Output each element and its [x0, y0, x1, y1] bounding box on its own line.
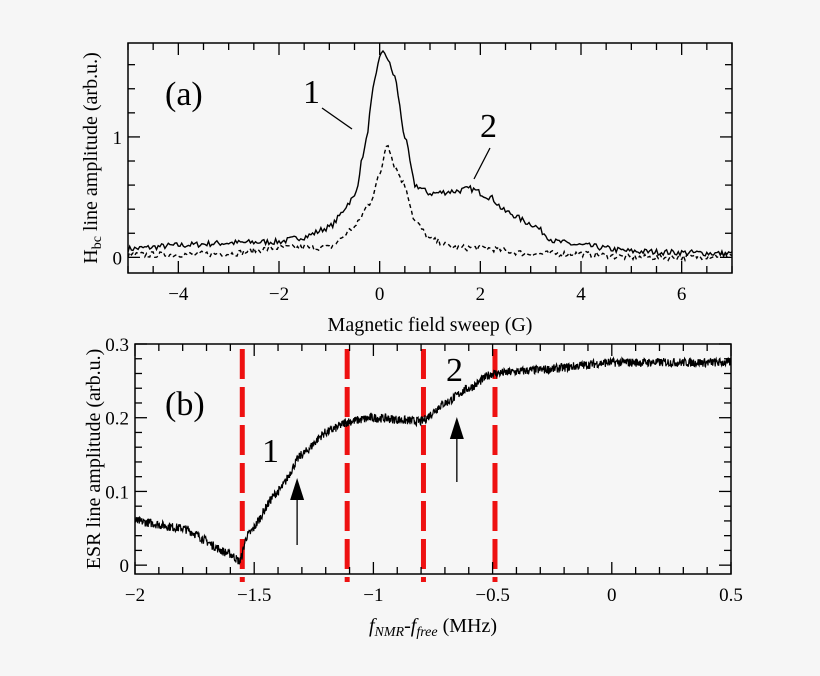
- x-axis-label: Magnetic field sweep (G): [328, 314, 533, 336]
- y-axis-label: Hbc line amplitude (arb.u.): [80, 52, 105, 264]
- y-tick-label: 0.1: [105, 482, 129, 503]
- x-tick-label: 0: [375, 284, 385, 305]
- annotation-leader: [473, 147, 491, 180]
- y-tick-label: 0.2: [105, 409, 129, 430]
- x-tick-label: −1.5: [237, 585, 271, 606]
- y-axis-label: ESR line amplitude (arb.u.): [83, 349, 105, 570]
- x-tick-label: 0.5: [719, 585, 743, 606]
- x-axis-label-sub: NMR: [374, 625, 405, 640]
- annotation-leader: [321, 107, 353, 130]
- series-line: [135, 356, 731, 565]
- series-line: [128, 144, 732, 263]
- x-axis-label-part: f: [369, 615, 377, 637]
- annotation-label: 2: [480, 108, 497, 145]
- panel-label: (b): [165, 386, 205, 423]
- x-tick-label: 0: [607, 585, 617, 606]
- panel-b: −2 −1.5 −1 −0.5 0 0.5 0 0.1 0.2 0.3 fNMR-ffree (MH…: [83, 335, 743, 640]
- x-axis-label-part: -f: [404, 615, 419, 637]
- annotation-label: 2: [446, 352, 463, 389]
- y-tick-label: 0.3: [105, 335, 129, 356]
- x-tick-label: −0.5: [475, 585, 509, 606]
- annotation-label: 1: [303, 74, 320, 111]
- arrow-head-icon: [449, 417, 464, 439]
- x-tick-label: −1: [363, 585, 383, 606]
- y-tick-label: 0: [120, 556, 130, 577]
- x-tick-label: 6: [677, 284, 687, 305]
- y-tick-label: 0: [113, 248, 123, 269]
- y-axis-label-part: line amplitude (arb.u.): [80, 52, 102, 236]
- y-axis-label-part: H: [80, 249, 102, 263]
- x-axis-label-part: (MHz): [438, 615, 497, 637]
- x-tick-label: 2: [476, 284, 486, 305]
- x-tick-label: 4: [576, 284, 586, 305]
- arrow-head-icon: [290, 478, 305, 500]
- x-axis-label-sub: free: [416, 625, 437, 640]
- series-line: [128, 49, 732, 259]
- panel-label: (a): [165, 76, 203, 113]
- y-tick-label: 1: [113, 128, 123, 149]
- x-tick-label: −2: [269, 284, 289, 305]
- panel-a: −4 −2 0 2 4 6 0 1 Magnetic field sweep (G) Hbc li…: [80, 42, 733, 336]
- y-axis-label-sub: bc: [90, 236, 105, 249]
- plot-frame: [134, 343, 732, 575]
- x-tick-label: −2: [125, 585, 145, 606]
- x-axis-label: fNMR-ffree (MHz): [369, 615, 497, 640]
- annotation-label: 1: [262, 433, 279, 470]
- x-tick-label: −4: [168, 284, 189, 305]
